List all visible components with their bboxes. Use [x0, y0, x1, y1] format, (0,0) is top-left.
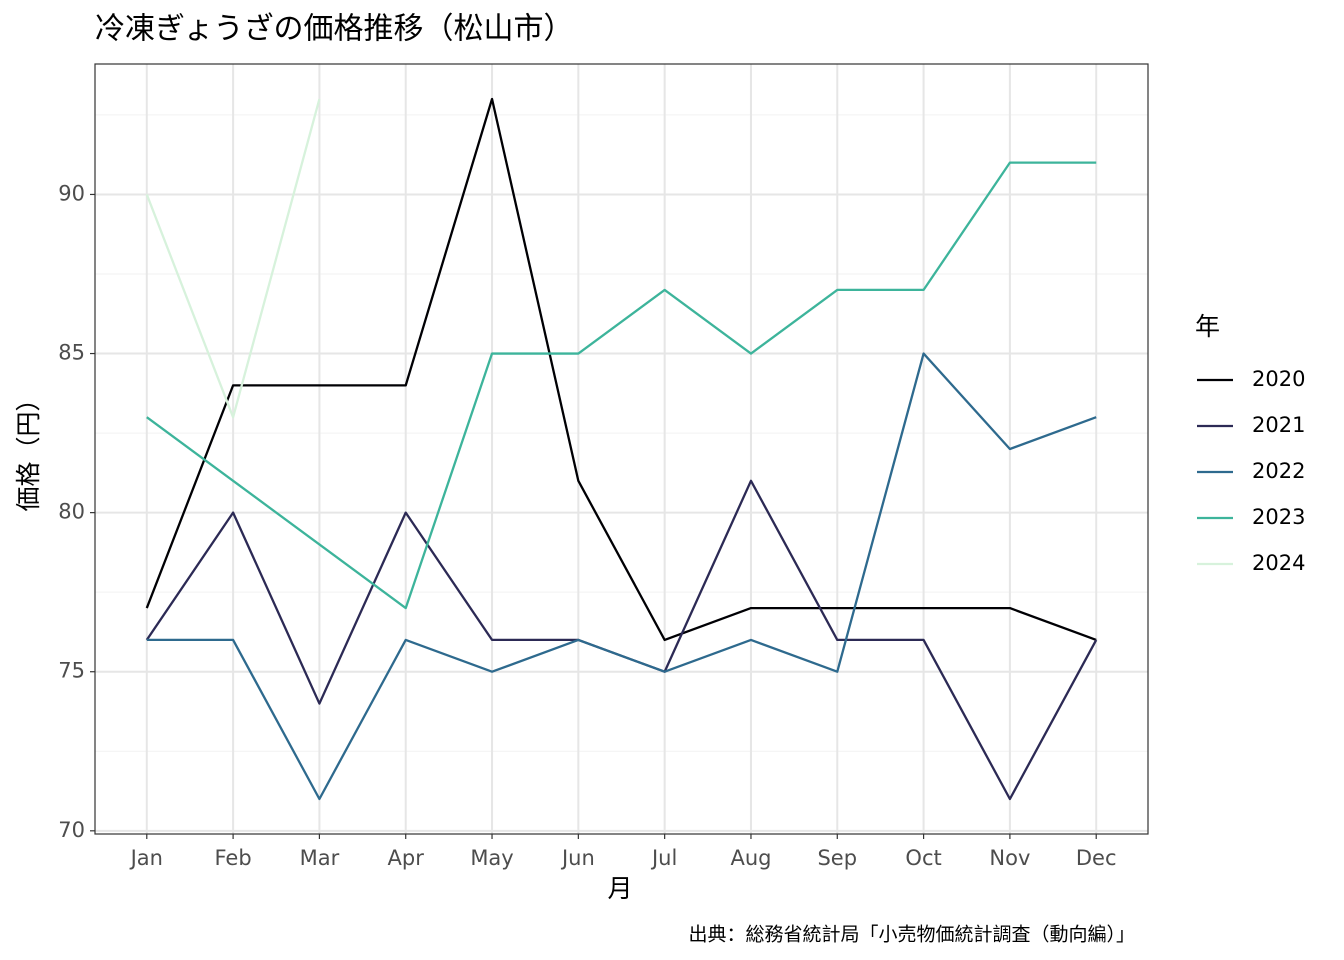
x-tick-label: Dec — [1076, 846, 1117, 870]
x-tick-label: Mar — [300, 846, 340, 870]
x-tick-label: May — [470, 846, 513, 870]
x-tick-label: Apr — [388, 846, 425, 870]
x-axis-label: 月 — [607, 874, 632, 903]
series-line — [146, 352, 1097, 801]
x-tick-label: Nov — [989, 846, 1030, 870]
x-tick-label: Jun — [560, 846, 595, 870]
x-tick-label: Jul — [650, 846, 677, 870]
y-tick-label: 90 — [58, 181, 85, 205]
series-line — [145, 97, 1097, 642]
y-tick-label: 85 — [58, 341, 85, 365]
legend-label: 2024 — [1252, 551, 1305, 575]
x-tick-label: Jan — [129, 846, 163, 870]
caption: 出典：総務省統計局「小売物価統計調査（動向編）」 — [688, 924, 1135, 946]
x-tick-label: Sep — [817, 846, 857, 870]
x-tick-label: Aug — [730, 846, 771, 870]
y-axis-label: 価格（円） — [14, 386, 43, 511]
y-tick-label: 70 — [58, 818, 85, 842]
legend-label: 2020 — [1252, 367, 1305, 391]
chart-title: 冷凍ぎょうざの価格推移（松山市） — [95, 12, 574, 47]
legend-title: 年 — [1195, 312, 1220, 341]
y-tick-label: 80 — [58, 500, 85, 524]
panel-border — [94, 63, 1149, 835]
x-tick-label: Feb — [215, 846, 252, 870]
legend-label: 2022 — [1252, 459, 1305, 483]
y-tick-label: 75 — [58, 659, 85, 683]
series-line — [146, 161, 1097, 610]
legend-label: 2021 — [1252, 413, 1305, 437]
legend-label: 2023 — [1252, 505, 1305, 529]
x-tick-label: Oct — [905, 846, 941, 870]
series-line — [145, 98, 321, 419]
